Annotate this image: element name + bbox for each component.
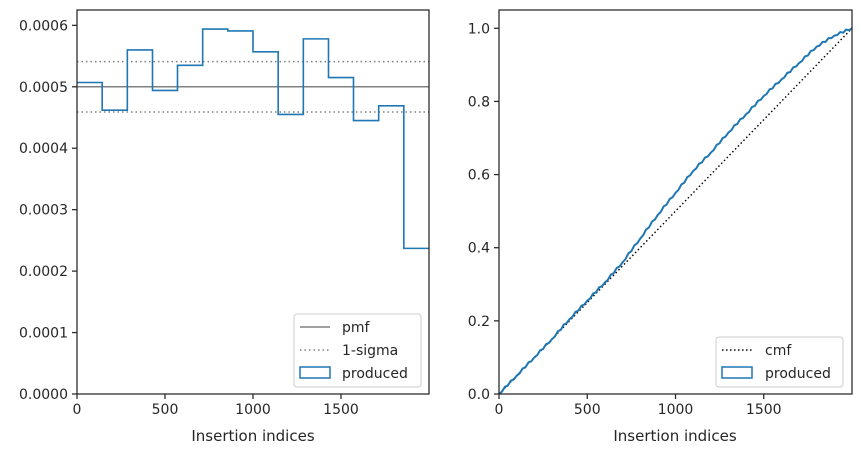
left-plot-frame bbox=[76, 9, 430, 395]
right-x-tick-label: 1000 bbox=[658, 402, 694, 418]
right-x-tick-label: 500 bbox=[574, 402, 601, 418]
left-y-tick-label: 0.0002 bbox=[19, 264, 68, 280]
right-x-axis-label: Insertion indices bbox=[613, 427, 736, 445]
right-legend-box bbox=[715, 336, 844, 388]
right-y-tick-label: 0.4 bbox=[468, 241, 490, 257]
left-y-tick-label: 0.0006 bbox=[19, 18, 68, 34]
right-plot-frame bbox=[498, 9, 853, 395]
left-panel-pmf: 0 500 1000 1500 0.0000 0.0001 0.0002 0.0003 0.0… bbox=[19, 9, 430, 445]
right-y-tick-label: 0.6 bbox=[468, 168, 490, 184]
legend-cmf-label: cmf bbox=[765, 343, 792, 359]
right-legend: cmf produced bbox=[715, 336, 844, 388]
legend-produced-swatch bbox=[299, 366, 331, 379]
left-x-tick-label: 0 bbox=[73, 402, 82, 418]
right-x-tick-label: 0 bbox=[495, 402, 504, 418]
left-legend: pmf 1-sigma produced bbox=[293, 313, 422, 388]
left-legend-box bbox=[293, 313, 422, 388]
left-x-tick-label: 1000 bbox=[235, 402, 271, 418]
right-y-tick-label: 0.0 bbox=[468, 387, 490, 403]
legend-produced-label: produced bbox=[342, 366, 408, 382]
right-y-tick-label: 0.2 bbox=[468, 314, 490, 330]
legend-produced-label: produced bbox=[765, 366, 831, 382]
left-x-tick-label: 500 bbox=[152, 402, 179, 418]
legend-produced-swatch bbox=[721, 366, 753, 379]
left-y-tick-label: 0.0001 bbox=[19, 326, 68, 342]
left-y-tick-label: 0.0000 bbox=[19, 387, 68, 403]
left-x-tick-label: 1500 bbox=[323, 402, 359, 418]
legend-1-sigma-label: 1-sigma bbox=[342, 343, 398, 359]
produced-cumulative-line bbox=[498, 27, 853, 395]
right-x-tick-label: 1500 bbox=[746, 402, 782, 418]
right-y-tick-label: 0.8 bbox=[468, 94, 490, 110]
right-panel-cmf: 0 500 1000 1500 0.0 0.2 0.4 0.6 0.8 1.0 Insertio… bbox=[468, 9, 853, 445]
legend-pmf-label: pmf bbox=[342, 320, 371, 336]
left-x-axis-label: Insertion indices bbox=[191, 427, 314, 445]
left-y-tick-label: 0.0004 bbox=[19, 141, 68, 157]
left-y-tick-label: 0.0003 bbox=[19, 203, 68, 219]
produced-histogram-step bbox=[77, 28, 429, 250]
right-y-tick-label: 1.0 bbox=[468, 21, 490, 37]
left-y-tick-label: 0.0005 bbox=[19, 80, 68, 96]
right-plot-area bbox=[499, 10, 852, 394]
